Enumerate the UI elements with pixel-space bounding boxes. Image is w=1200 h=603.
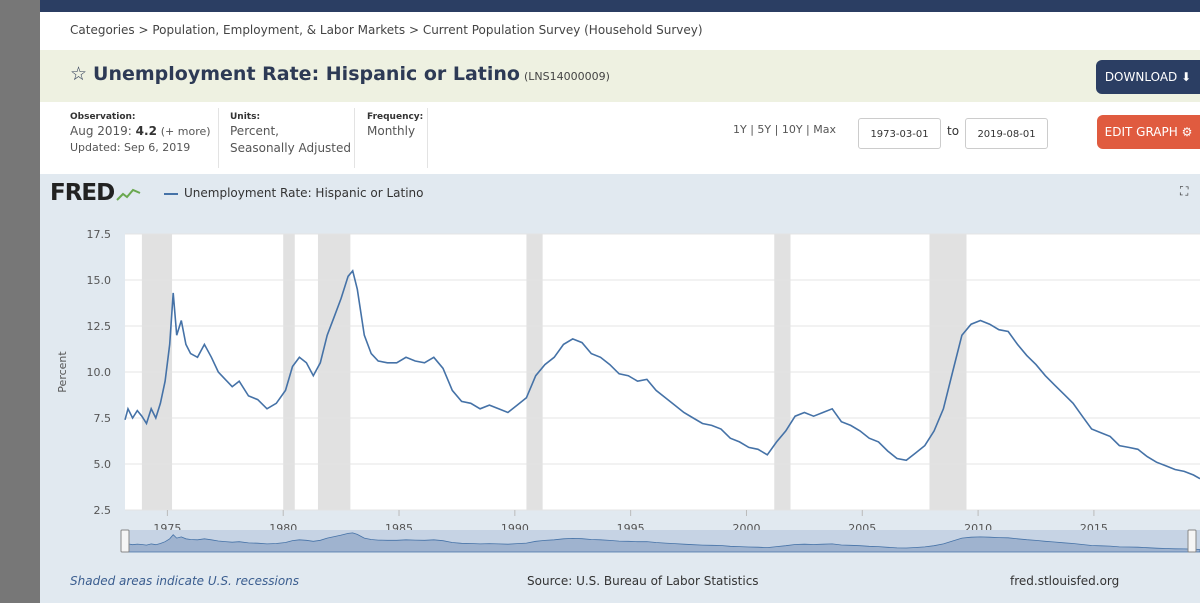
units-label: Units:: [230, 112, 261, 122]
updated-date: Updated: Sep 6, 2019: [70, 141, 191, 154]
legend-label: Unemployment Rate: Hispanic or Latino: [184, 186, 424, 200]
series-id: (LNS14000009): [523, 70, 610, 83]
download-label: DOWNLOAD: [1104, 70, 1178, 84]
chart-legend: Unemployment Rate: Hispanic or Latino: [164, 186, 423, 200]
navigator-handle-right: [1187, 529, 1197, 553]
divider: [218, 108, 219, 168]
page-title: ☆ Unemployment Rate: Hispanic or Latino (L…: [70, 63, 610, 85]
observation-value: 4.2: [135, 124, 157, 138]
fred-logo-text: FRED: [50, 180, 115, 206]
navigator-series: [124, 532, 1200, 553]
fred-logo-chart-icon: [116, 188, 141, 201]
divider: [427, 108, 428, 168]
y-tick-label: 15.0: [87, 274, 112, 287]
range-links[interactable]: 1Y | 5Y | 10Y | Max: [733, 123, 836, 136]
breadcrumb[interactable]: Categories > Population, Employment, & L…: [70, 23, 703, 37]
gear-icon: ⚙: [1181, 125, 1193, 139]
source-note: Source: U.S. Bureau of Labor Statistics: [527, 574, 759, 588]
to-label: to: [947, 124, 960, 138]
series-page: Categories > Population, Employment, & L…: [40, 12, 1200, 603]
frequency-label: Frequency:: [367, 112, 424, 122]
chart-panel: FRED Unemployment Rate: Hispanic or Lati…: [40, 174, 1200, 603]
divider: [354, 108, 355, 168]
edit-graph-label: EDIT GRAPH: [1104, 125, 1178, 139]
observation-block: Observation: Aug 2019: 4.2 (+ more) Upda…: [70, 112, 211, 154]
star-outline-icon[interactable]: ☆: [70, 63, 88, 85]
edit-graph-button[interactable]: EDIT GRAPH ⚙: [1097, 115, 1200, 149]
end-date-input[interactable]: 2019-08-01: [965, 118, 1048, 149]
y-tick-label: 12.5: [87, 320, 112, 333]
navigator-handle-left: [120, 529, 130, 553]
left-edge-strip: [0, 0, 40, 603]
download-icon: ⬇: [1181, 70, 1192, 84]
units-line1: Percent,: [230, 124, 279, 138]
fred-logo: FRED: [50, 180, 142, 206]
recessions-note: Shaded areas indicate U.S. recessions: [70, 574, 300, 588]
y-tick-label: 5.0: [94, 458, 112, 471]
y-tick-label: 2.5: [94, 504, 112, 517]
site-url[interactable]: fred.stlouisfed.org: [1010, 574, 1120, 588]
units-block: Units: Percent, Seasonally Adjusted: [230, 112, 351, 155]
title-bar: ☆ Unemployment Rate: Hispanic or Latino (L…: [40, 50, 1200, 102]
y-axis-label: Percent: [56, 351, 69, 393]
top-navigation-bar: [40, 0, 1200, 12]
frequency-value: Monthly: [367, 124, 416, 138]
y-tick-label: 17.5: [87, 228, 112, 241]
series-line: [124, 269, 1200, 480]
fullscreen-icon[interactable]: ⛶: [1180, 184, 1189, 198]
start-date-input[interactable]: 1973-03-01: [858, 118, 941, 149]
observation-date: Aug 2019:: [70, 124, 132, 138]
y-tick-label: 7.5: [94, 412, 112, 425]
frequency-block: Frequency: Monthly: [367, 112, 423, 138]
more-link[interactable]: (+ more): [160, 125, 211, 138]
y-tick-label: 10.0: [87, 366, 112, 379]
observation-label: Observation:: [70, 112, 136, 122]
legend-swatch: [164, 192, 178, 195]
units-line2: Seasonally Adjusted: [230, 141, 352, 155]
download-button[interactable]: DOWNLOAD ⬇: [1096, 60, 1200, 94]
series-title: Unemployment Rate: Hispanic or Latino: [93, 63, 520, 85]
